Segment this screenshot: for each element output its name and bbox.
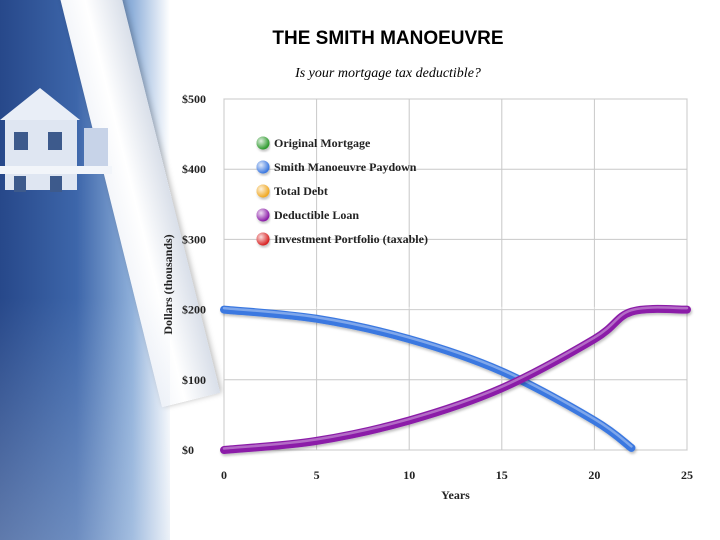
house-image xyxy=(0,88,112,192)
legend-label-total-debt: Total Debt xyxy=(274,184,328,198)
y-tick-label: $200 xyxy=(182,303,206,317)
legend-marker-shine xyxy=(256,160,270,174)
x-axis-title: Years xyxy=(441,488,470,502)
x-tick-label: 20 xyxy=(588,468,600,482)
legend-marker-shine xyxy=(256,136,270,150)
y-axis-ticks: $0 $100 $200 $300 $400 $500 xyxy=(182,92,206,457)
y-tick-label: $0 xyxy=(182,443,194,457)
y-axis-title: Dollars (thousands) xyxy=(161,234,175,334)
series-highlight-deductible-loan xyxy=(222,306,689,450)
legend-label-original-mortgage: Original Mortgage xyxy=(274,136,371,150)
x-tick-label: 5 xyxy=(314,468,320,482)
legend-label-smith-manoeuvre-paydown: Smith Manoeuvre Paydown xyxy=(274,160,417,174)
plot-frame xyxy=(223,98,688,451)
x-tick-label: 10 xyxy=(403,468,415,482)
page-subtitle: Is your mortgage tax deductible? xyxy=(295,66,481,81)
page-title: THE SMITH MANOEUVRE xyxy=(272,28,504,49)
series-line-deductible-loan xyxy=(220,304,691,454)
y-tick-label: $400 xyxy=(182,162,206,176)
x-tick-label: 25 xyxy=(681,468,693,482)
x-axis-ticks: 0 5 10 15 20 25 xyxy=(221,468,693,482)
x-tick-label: 0 xyxy=(221,468,227,482)
legend: Original Mortgage Smith Manoeuvre Paydown… xyxy=(256,136,428,246)
legend-label-investment-portfolio-taxable: Investment Portfolio (taxable) xyxy=(274,232,428,246)
background-decoration xyxy=(0,0,221,540)
y-tick-label: $500 xyxy=(182,92,206,106)
series-highlight-smith-manoeuvre-paydown xyxy=(222,306,633,448)
legend-marker-shine xyxy=(256,232,270,246)
plot-area xyxy=(223,98,688,451)
legend-marker-shine xyxy=(256,208,270,222)
x-tick-label: 15 xyxy=(496,468,508,482)
y-tick-label: $300 xyxy=(182,232,206,246)
y-tick-label: $100 xyxy=(182,373,206,387)
series-lines xyxy=(220,304,691,454)
legend-marker-shine xyxy=(256,184,270,198)
series-line-smith-manoeuvre-paydown xyxy=(220,305,636,452)
legend-label-deductible-loan: Deductible Loan xyxy=(274,208,359,222)
